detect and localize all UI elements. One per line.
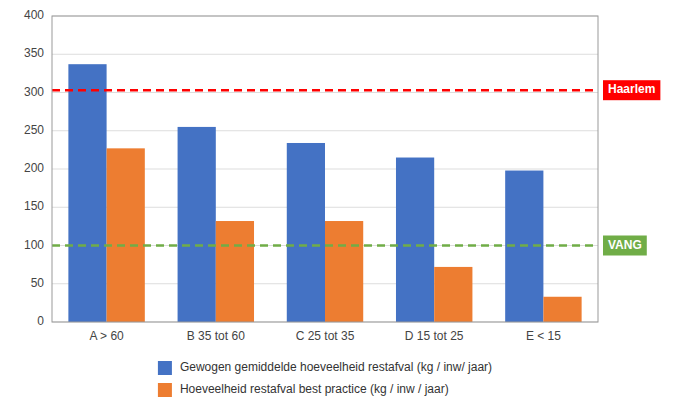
grid (52, 16, 598, 322)
legend-swatch (158, 383, 172, 397)
y-tick-label: 200 (24, 161, 44, 175)
bar (68, 64, 106, 322)
reference-line (52, 244, 598, 247)
x-tick-label: C 25 tot 35 (296, 329, 355, 343)
y-tick-label: 350 (24, 46, 44, 60)
y-tick-label: 250 (24, 123, 44, 137)
legend-swatch (158, 361, 172, 375)
annotation-text: VANG (608, 238, 642, 252)
reference-line (52, 89, 598, 92)
x-tick-label: D 15 tot 25 (405, 329, 464, 343)
bar (434, 267, 472, 322)
reference-lines (52, 90, 598, 245)
grid-line (52, 130, 598, 131)
y-tick-label: 100 (24, 238, 44, 252)
bar (325, 221, 363, 322)
y-tick-label: 150 (24, 199, 44, 213)
annotation-box (603, 80, 660, 100)
y-tick-label: 400 (24, 8, 44, 22)
plot-area (52, 16, 598, 322)
annotation-box (603, 236, 647, 256)
y-tick-label: 0 (37, 314, 44, 328)
legend: Gewogen gemiddelde hoeveelheid restafval… (158, 360, 492, 397)
bars (68, 64, 581, 322)
plot-frame (52, 16, 598, 322)
bar (216, 221, 254, 322)
annotation: VANG (603, 236, 647, 256)
legend-label: Hoeveelheid restafval best practice (kg … (180, 382, 449, 396)
bar (543, 297, 581, 322)
x-tick-label: E < 15 (526, 329, 561, 343)
y-tick-label: 50 (31, 276, 45, 290)
y-tick-label: 300 (24, 85, 44, 99)
grid-line (52, 54, 598, 55)
x-tick-label: B 35 tot 60 (187, 329, 245, 343)
bar (287, 143, 325, 322)
chart: 0 50 100 150 200 250 300 350 400 Haarlem VANG A > 6… (0, 0, 688, 419)
legend-label: Gewogen gemiddelde hoeveelheid restafval… (180, 360, 492, 374)
annotation: Haarlem (603, 80, 660, 100)
x-tick-label: A > 60 (89, 329, 124, 343)
annotation-text: Haarlem (608, 82, 655, 96)
bar (107, 148, 145, 322)
grid-line (52, 92, 598, 93)
bar (396, 158, 434, 322)
bar (178, 127, 216, 322)
